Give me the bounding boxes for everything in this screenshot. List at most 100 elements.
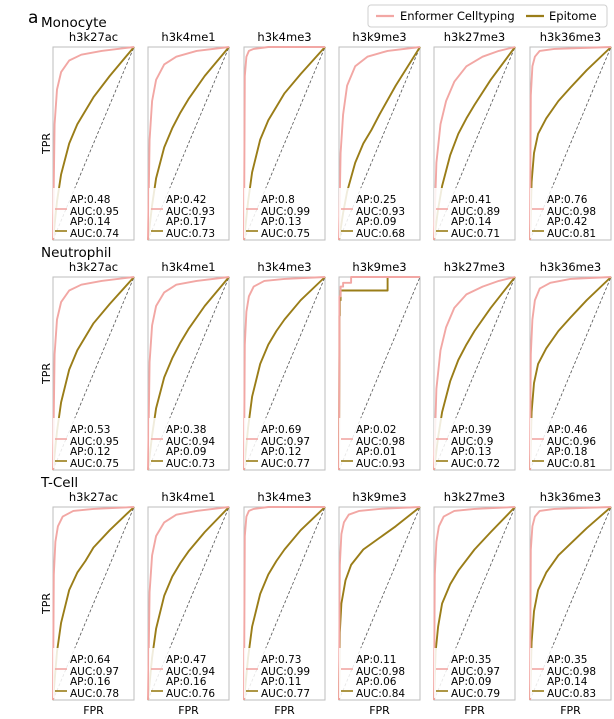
stat-auc-enformer: AUC:0.95 (70, 436, 119, 448)
roc-curve-enformer (52, 276, 135, 471)
stat-auc-enformer: AUC:0.98 (356, 436, 405, 448)
roc-curve-enformer (52, 506, 135, 701)
column-title: h3k4me3 (257, 30, 311, 44)
stat-auc-enformer: AUC:0.99 (261, 666, 310, 678)
column-title: h3k36me3 (540, 260, 602, 274)
column-title: h3k27me3 (444, 30, 506, 44)
stat-ap-enformer: AP:0.8 (261, 194, 295, 206)
roc-curve-epitome (529, 276, 612, 471)
stat-auc-enformer: AUC:0.93 (166, 206, 215, 218)
stat-auc-enformer: AUC:0.96 (547, 436, 596, 448)
legend: Enformer Celltyping Epitome (367, 4, 608, 28)
roc-curve-enformer (529, 276, 612, 471)
stat-auc-epitome: AUC:0.72 (451, 458, 500, 470)
x-axis-label: FPR (178, 704, 199, 717)
legend-label-enformer: Enformer Celltyping (400, 9, 515, 23)
column-title: h3k4me1 (161, 490, 215, 504)
x-axis-label: FPR (274, 704, 295, 717)
stats-backdrop (244, 418, 323, 468)
column-title: h3k9me3 (352, 30, 406, 44)
stat-auc-epitome: AUC:0.76 (166, 688, 215, 700)
panel-letter: a (28, 8, 38, 28)
roc-curve-epitome (433, 506, 516, 701)
legend-label-epitome: Epitome (549, 9, 597, 23)
stat-ap-epitome: AP:0.09 (356, 216, 396, 228)
roc-curve-enformer (338, 46, 421, 241)
stats-backdrop (530, 418, 609, 468)
stat-ap-enformer: AP:0.02 (356, 424, 396, 436)
stat-ap-enformer: AP:0.48 (70, 194, 110, 206)
stats-backdrop (339, 188, 418, 238)
stats-backdrop (53, 188, 132, 238)
stat-ap-epitome: AP:0.12 (70, 446, 110, 458)
stats-backdrop (434, 188, 513, 238)
stat-ap-epitome: AP:0.09 (451, 676, 491, 688)
row-title-t-cell: T-Cell (40, 475, 78, 491)
roc-curve-epitome (243, 506, 326, 701)
stat-auc-epitome: AUC:0.78 (70, 688, 119, 700)
stat-ap-epitome: AP:0.01 (356, 446, 396, 458)
roc-curve-enformer (243, 506, 325, 701)
stat-ap-enformer: AP:0.53 (70, 424, 110, 436)
y-axis-label: TPR (40, 363, 53, 385)
stat-auc-enformer: AUC:0.95 (70, 206, 119, 218)
stat-ap-epitome: AP:0.42 (547, 216, 587, 228)
roc-curve-enformer (433, 46, 516, 241)
roc-curve-enformer (147, 506, 230, 701)
roc-curve-epitome (529, 46, 612, 241)
stats-backdrop (434, 648, 513, 698)
column-title: h3k9me3 (352, 260, 406, 274)
stat-auc-epitome: AUC:0.73 (166, 228, 215, 240)
roc-curve-enformer (147, 46, 230, 241)
stats-backdrop (53, 418, 132, 468)
stat-auc-enformer: AUC:0.98 (547, 206, 596, 218)
stat-ap-epitome: AP:0.13 (261, 216, 301, 228)
stat-ap-epitome: AP:0.14 (70, 216, 111, 228)
stat-auc-enformer: AUC:0.97 (261, 436, 310, 448)
column-title: h3k27me3 (444, 260, 506, 274)
column-title: h3k36me3 (540, 490, 602, 504)
stat-auc-epitome: AUC:0.84 (356, 688, 405, 700)
stat-ap-epitome: AP:0.18 (547, 446, 587, 458)
stats-backdrop (244, 188, 323, 238)
stat-auc-epitome: AUC:0.73 (166, 458, 215, 470)
stat-ap-enformer: AP:0.25 (356, 194, 396, 206)
stat-auc-epitome: AUC:0.75 (70, 458, 119, 470)
stat-ap-epitome: AP:0.13 (451, 446, 491, 458)
stat-ap-epitome: AP:0.06 (356, 676, 397, 688)
x-axis-label: FPR (83, 704, 104, 717)
stats-backdrop (339, 648, 418, 698)
stats-backdrop (530, 188, 609, 238)
stats-backdrop (244, 648, 323, 698)
stat-auc-epitome: AUC:0.68 (356, 228, 405, 240)
column-title: h3k27ac (69, 260, 118, 274)
stats-backdrop (149, 188, 227, 238)
stat-auc-epitome: AUC:0.71 (451, 228, 500, 240)
column-title: h3k4me3 (257, 260, 311, 274)
stat-auc-epitome: AUC:0.81 (547, 228, 596, 240)
stat-ap-enformer: AP:0.38 (166, 424, 206, 436)
roc-curve-enformer (338, 276, 420, 471)
stat-ap-enformer: AP:0.73 (261, 654, 301, 666)
stat-ap-enformer: AP:0.64 (70, 654, 111, 666)
stat-ap-epitome: AP:0.11 (261, 676, 301, 688)
stats-backdrop (339, 418, 418, 468)
stat-auc-enformer: AUC:0.98 (356, 666, 405, 678)
roc-curve-enformer (529, 46, 612, 241)
y-axis-label: TPR (40, 133, 53, 155)
stat-ap-enformer: AP:0.42 (166, 194, 206, 206)
roc-curve-enformer (529, 506, 612, 701)
x-axis-label: FPR (560, 704, 581, 717)
x-axis-label: FPR (464, 704, 485, 717)
